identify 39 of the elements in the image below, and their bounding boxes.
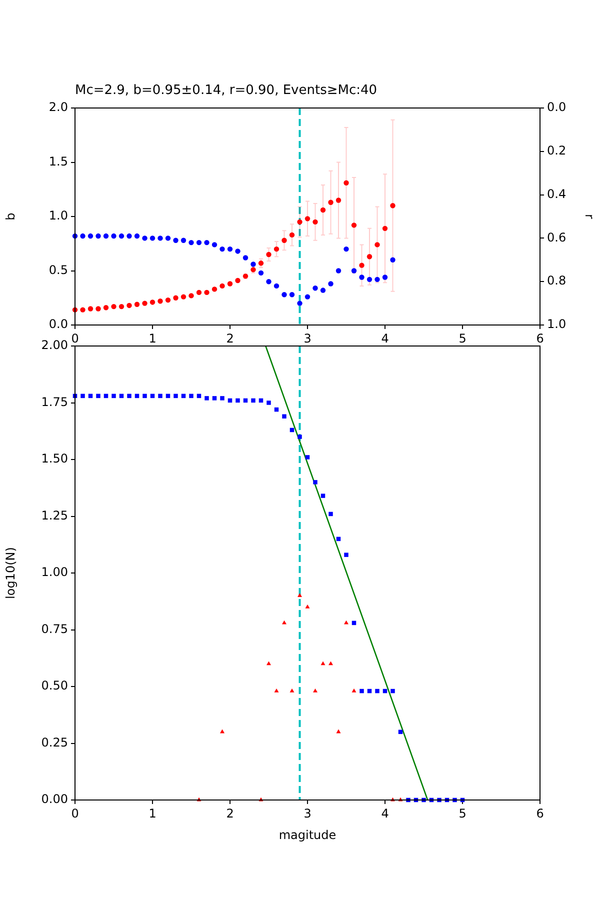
y-tick-label: 2.00 (41, 338, 68, 352)
y-tick-label: 0.75 (41, 622, 68, 636)
y-tick-label: 1.5 (48, 154, 68, 168)
y2-tick-label: 0.8 (547, 274, 566, 288)
y-tick-label: 1.25 (41, 508, 68, 522)
y-tick-label: 1.75 (41, 394, 68, 409)
x-tick-label: 2 (226, 331, 234, 346)
x-tick-label: 3 (304, 331, 312, 346)
y2-axis-title: r (582, 214, 597, 220)
x-tick-label: 6 (536, 806, 544, 820)
x-tick-label: 2 (226, 806, 234, 820)
y-axis-title: b (3, 212, 18, 220)
y2-tick-label: 0.6 (547, 230, 566, 244)
y2-tick-label: 0.4 (547, 186, 566, 201)
x-tick-label: 4 (381, 806, 389, 820)
y-tick-label: 1.0 (48, 208, 68, 223)
y2-tick-label: 1.0 (547, 317, 566, 332)
x-tick-label: 3 (304, 806, 312, 820)
y-tick-label: 2.0 (48, 100, 68, 114)
x-tick-label: 5 (458, 806, 466, 820)
y-tick-label: 0.5 (48, 262, 68, 277)
y2-tick-label: 0.0 (547, 100, 566, 114)
x-tick-label: 1 (148, 806, 156, 820)
y-tick-label: 1.50 (41, 452, 68, 466)
y-tick-label: 0.50 (41, 678, 68, 693)
y2-tick-label: 0.2 (547, 144, 566, 158)
y-axis-title: log10(N) (3, 547, 18, 599)
x-tick-label: 6 (536, 331, 544, 346)
x-tick-label: 4 (381, 331, 389, 346)
x-tick-label: 0 (71, 806, 79, 820)
x-tick-label: 0 (71, 331, 79, 346)
x-tick-label: 1 (148, 331, 156, 346)
x-axis-title: magitude (278, 828, 336, 842)
chart-title: Mc=2.9, b=0.95±0.14, r=0.90, Events≥Mc:40 (75, 83, 378, 98)
y-tick-label: 0.00 (41, 792, 68, 806)
y-tick-label: 1.00 (41, 565, 68, 580)
y-tick-label: 0.0 (48, 317, 68, 332)
x-tick-label: 5 (458, 331, 466, 346)
y-tick-label: 0.25 (41, 735, 68, 750)
